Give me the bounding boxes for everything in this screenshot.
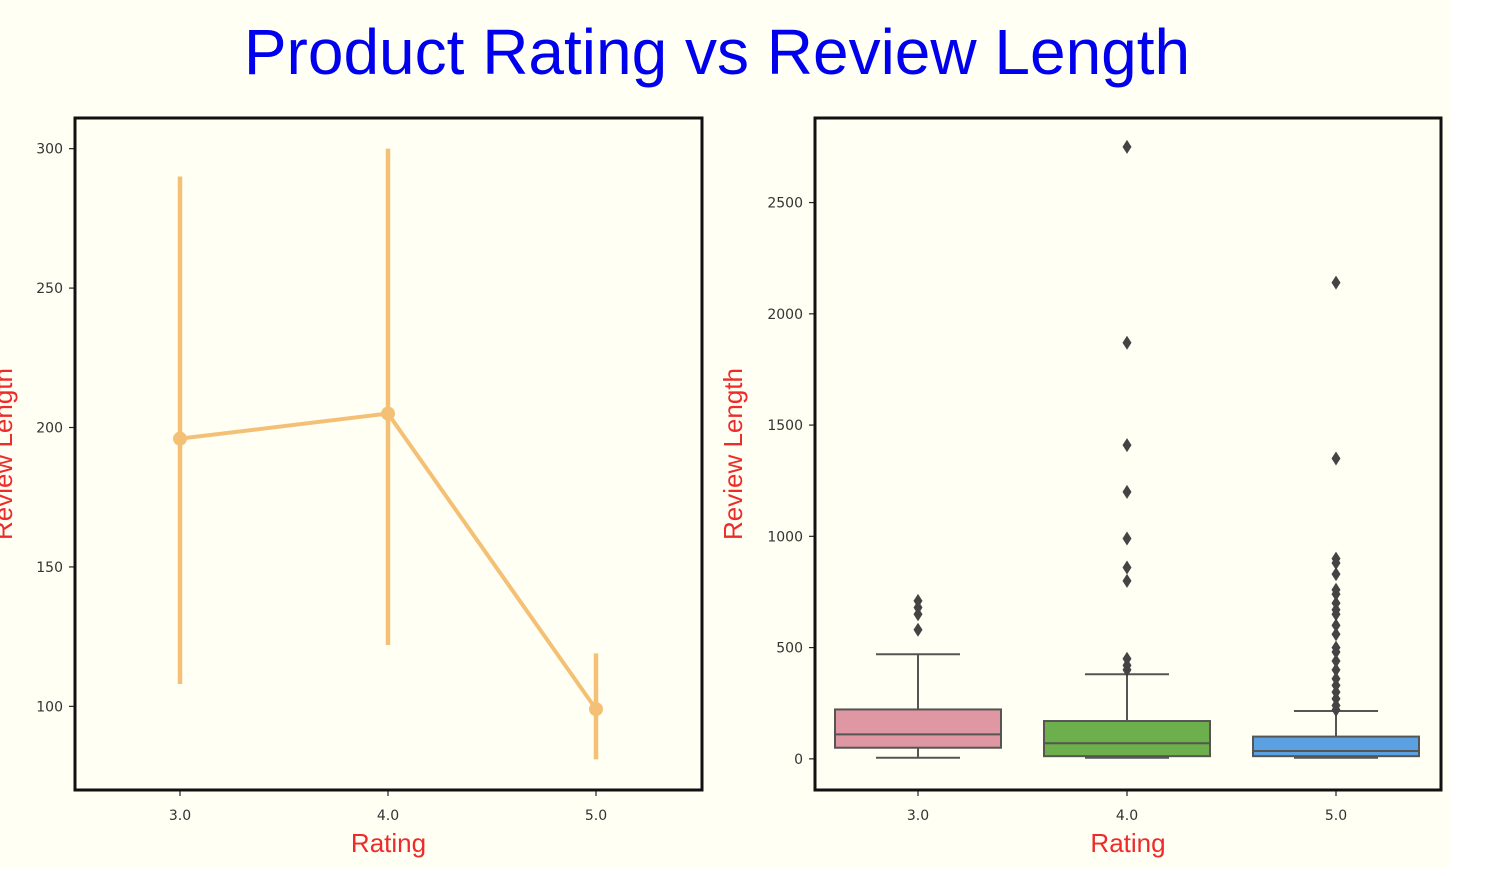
y-tick-label: 100 (36, 699, 63, 715)
box-iqr (1043, 720, 1211, 758)
y-tick-label: 1500 (767, 418, 803, 434)
figure-background: Product Rating vs Review Length 100 150 20… (0, 0, 1450, 868)
outlier-point (1331, 275, 1341, 290)
data-point (589, 702, 603, 717)
outlier-point (1331, 618, 1341, 633)
x-tick-label: 4.0 (1116, 808, 1138, 824)
outlier-point (1331, 662, 1341, 677)
outlier-point (1331, 551, 1341, 566)
outlier-point (1331, 627, 1341, 642)
box-4.0 (1043, 139, 1211, 759)
outlier-point (1331, 451, 1341, 466)
x-tick-label: 3.0 (907, 808, 929, 824)
outlier-point (1331, 567, 1341, 582)
y-axis-label: Review Length (718, 368, 748, 540)
y-tick-label: 1000 (767, 529, 803, 545)
outlier-point (1122, 484, 1132, 499)
box-5.0 (1252, 275, 1420, 759)
subplot-2: 0 500 1000 1500 2000 2500 3.0 4.0 5.0 Rating Revie… (718, 116, 1443, 858)
x-axis-label: Rating (1090, 828, 1165, 858)
plot-frame (73, 116, 704, 792)
y-tick-label: 2500 (767, 196, 803, 212)
outlier-point (1122, 573, 1132, 588)
outlier-point (913, 622, 923, 637)
outlier-point (1331, 596, 1341, 611)
data-point (173, 431, 187, 446)
chart-canvas: 100 150 200 250 300 3.0 4.0 5.0 Rating Review Len… (0, 116, 1443, 858)
outlier-point (1331, 640, 1341, 655)
outlier-point (1122, 139, 1132, 154)
outlier-point (913, 593, 923, 608)
subplot-1: 100 150 200 250 300 3.0 4.0 5.0 Rating Review Len… (0, 116, 704, 858)
y-tick-label: 300 (36, 142, 63, 158)
y-tick-label: 200 (36, 421, 63, 437)
outlier-point (1122, 560, 1132, 575)
y-tick-label: 0 (794, 752, 803, 768)
outlier-point (1122, 335, 1132, 350)
outlier-point (1122, 438, 1132, 453)
figure-title: Product Rating vs Review Length (243, 16, 1191, 88)
outlier-point (1122, 651, 1132, 666)
outlier-point (1331, 671, 1341, 686)
x-tick-label: 3.0 (169, 808, 191, 824)
y-tick-label: 150 (36, 560, 63, 576)
x-axis-label: Rating (351, 828, 426, 858)
outlier-point (1122, 531, 1132, 546)
x-tick-label: 5.0 (1325, 808, 1347, 824)
x-tick-label: 5.0 (585, 808, 607, 824)
plot-frame (813, 116, 1443, 792)
x-tick-label: 4.0 (377, 808, 399, 824)
outlier-point (1331, 653, 1341, 668)
box-3.0 (834, 593, 1002, 759)
box-iqr (1252, 735, 1420, 758)
y-axis-label: Review Length (0, 368, 18, 540)
outlier-point (1331, 582, 1341, 597)
y-tick-label: 500 (776, 641, 803, 657)
y-tick-label: 2000 (767, 307, 803, 323)
box-iqr (834, 708, 1002, 749)
y-tick-label: 250 (36, 281, 63, 297)
data-point (381, 406, 395, 421)
